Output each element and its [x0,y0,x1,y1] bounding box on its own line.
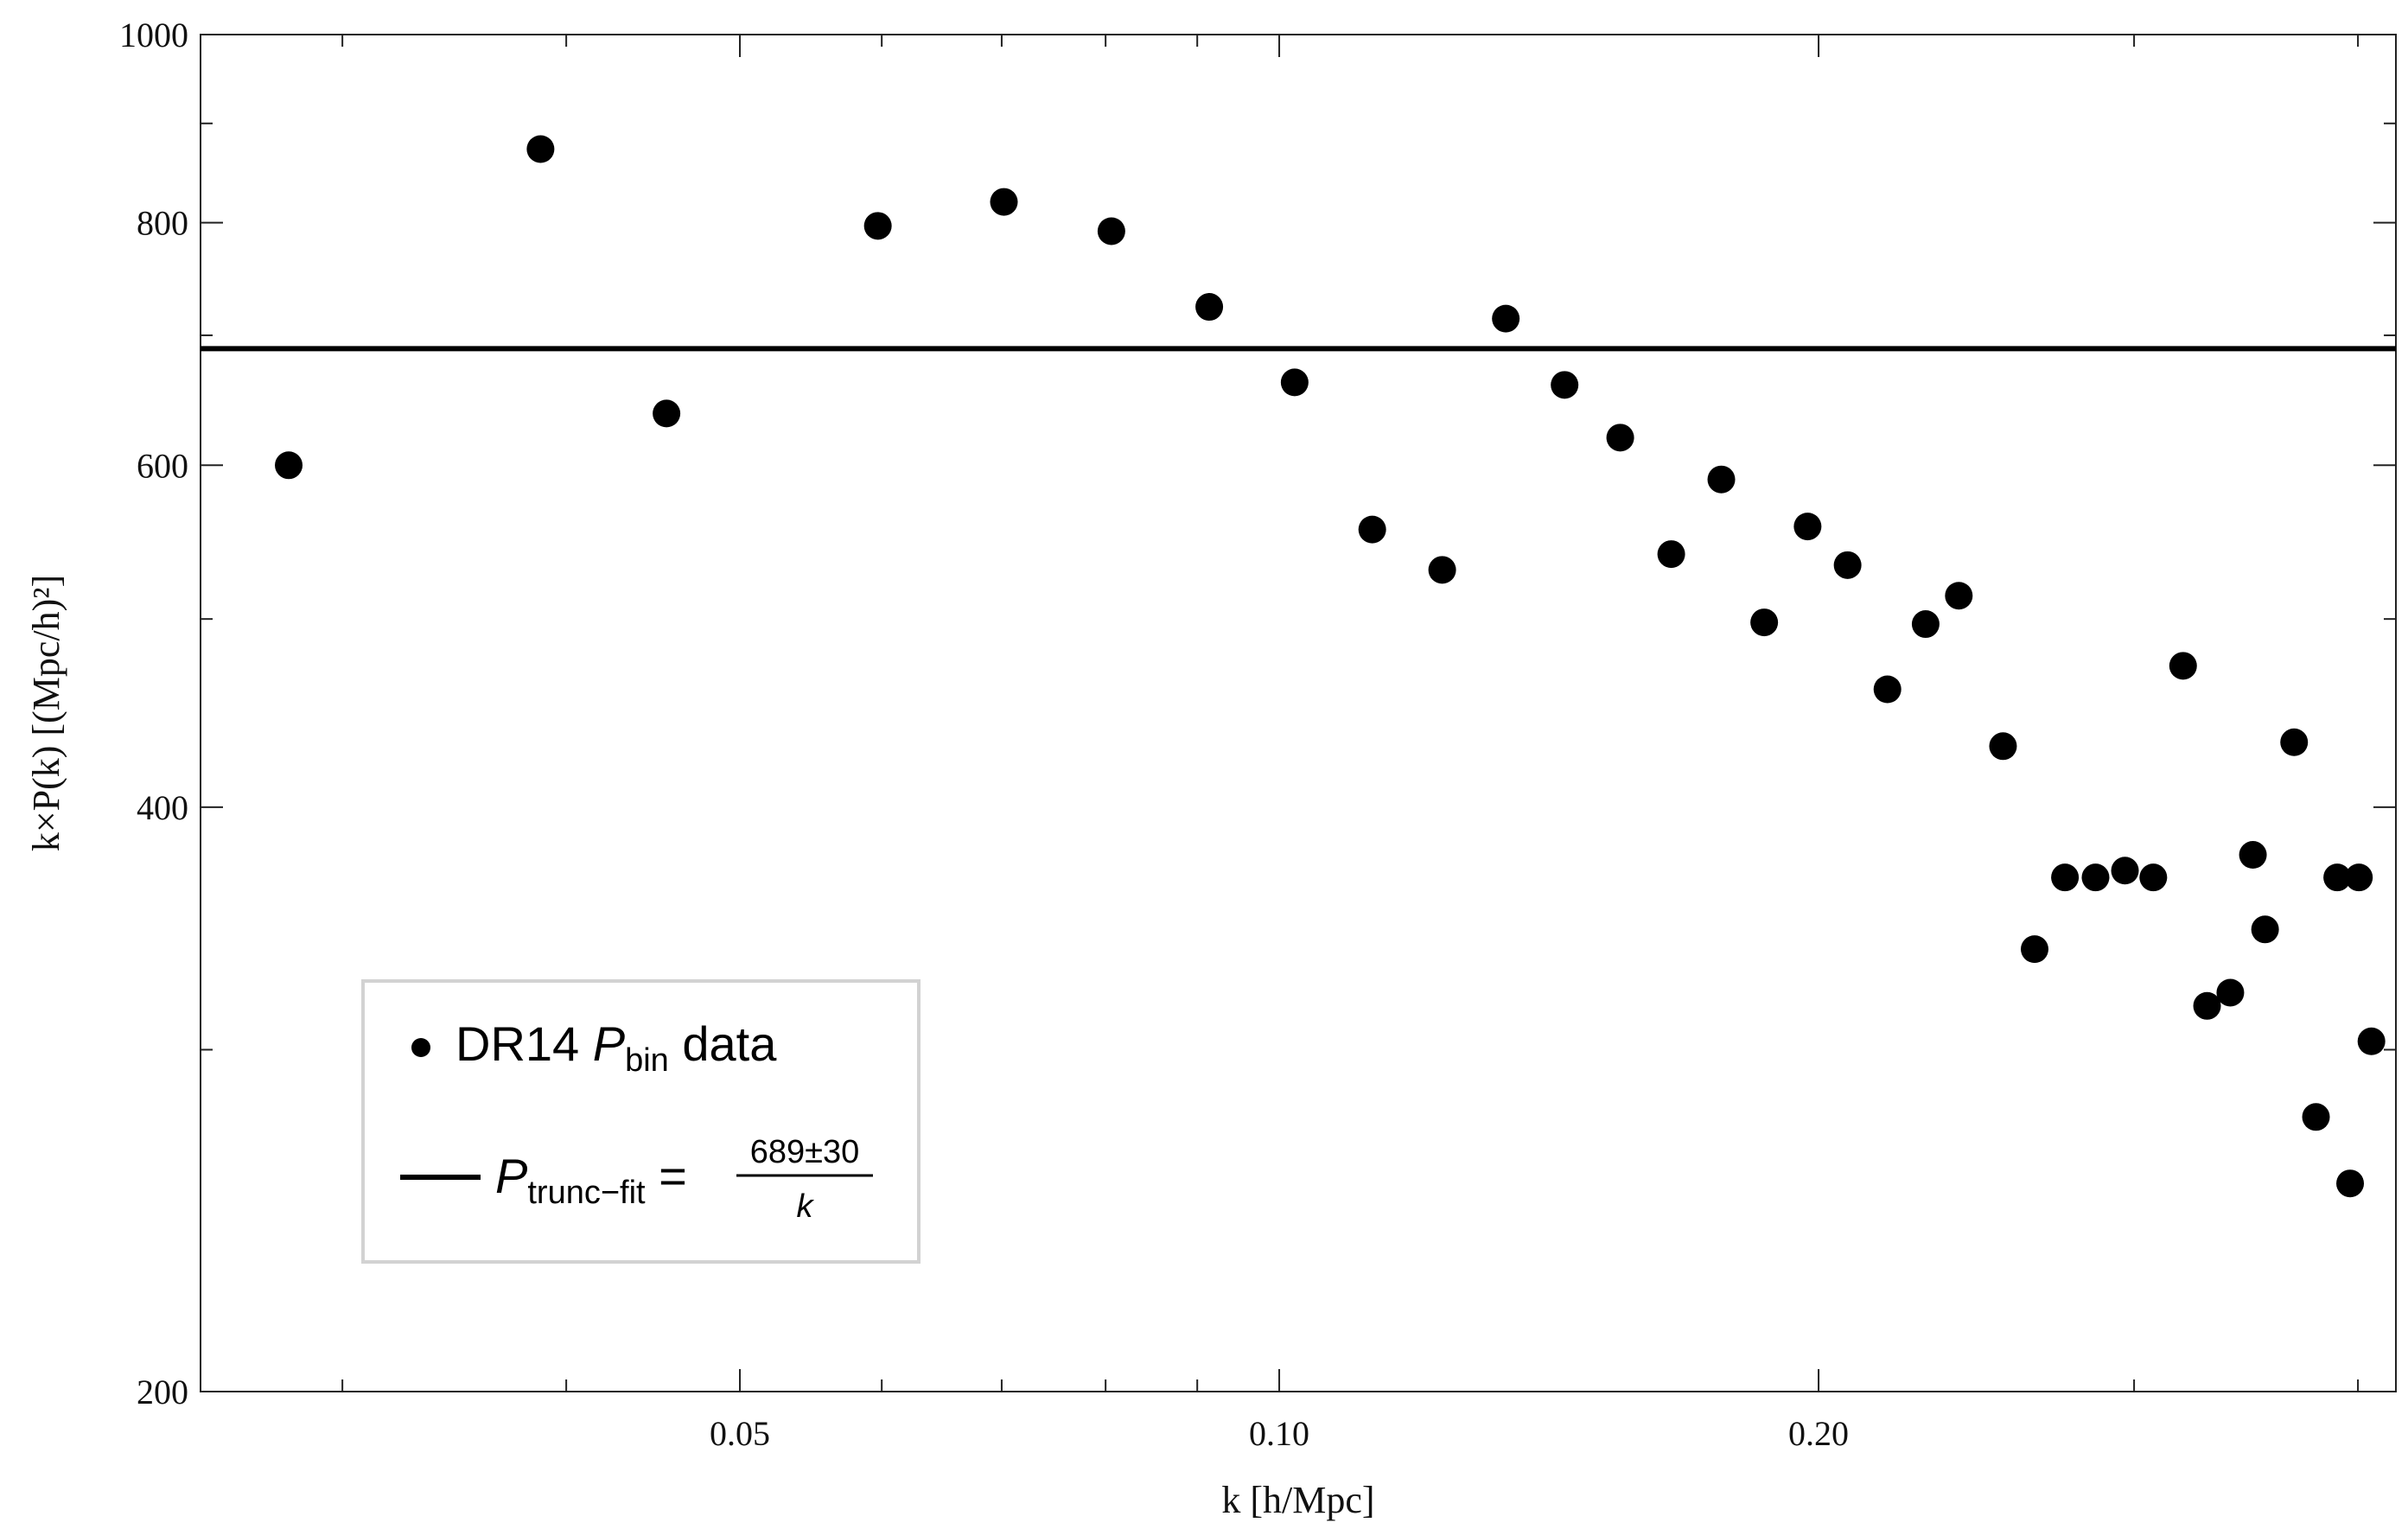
legend-symbol: P [593,1016,625,1071]
data-point [2111,857,2139,885]
legend-subscript: bin [625,1042,669,1079]
data-point [1492,304,1520,333]
data-point [1097,217,1125,245]
y-tick-label: 800 [137,204,188,243]
y-tick-label: 400 [137,788,188,827]
legend-box [361,979,921,1264]
data-point [2280,728,2309,756]
legend-symbol: P [495,1149,527,1203]
legend-text: data [669,1016,777,1071]
legend-fraction-numerator: 689±30 [750,1134,860,1170]
data-point [2239,841,2267,870]
y-tick-label: 1000 [119,16,188,54]
data-point [275,451,303,480]
data-point [2336,1169,2365,1198]
data-point [2345,863,2373,892]
data-point [653,399,681,428]
data-point [1707,465,1736,494]
legend-entry-fit: Ptrunc−fit = [495,1149,687,1211]
data-point [526,135,555,163]
data-point [1606,424,1634,452]
data-point [1793,513,1822,541]
data-point [2193,991,2221,1020]
legend-subscript: trunc−fit [527,1175,646,1211]
data-point [2216,978,2245,1007]
plot-frame [200,34,2397,1392]
data-point [2081,863,2110,892]
data-point [2302,1103,2330,1131]
axes [200,34,2397,1392]
data-point [2051,863,2080,892]
data-point [2139,863,2168,892]
x-axis-label: k [h/Mpc] [1221,1479,1374,1521]
data-point [1750,608,1779,637]
data-point [1873,675,1902,704]
data-point [1945,582,1973,610]
data-point [1989,732,2017,761]
y-tick-label: 200 [137,1373,188,1411]
data-point [1195,293,1224,322]
legend-fraction-denominator: k [797,1188,815,1225]
legend-marker-dot [411,1038,430,1057]
y-axis-label: k×P(k) [(Mpc/h)²] [25,575,67,851]
x-tick-label: 0.20 [1788,1414,1849,1453]
data-points [275,135,2386,1198]
data-point [863,212,892,240]
ticks [201,34,2396,1392]
data-point [2251,915,2279,944]
axis-labels: 0.05 0.10 0.20 200 400 600 800 1000 k [h/Mpc] k×P… [25,16,1849,1521]
data-point [1911,610,1940,639]
y-tick-label: 600 [137,446,188,485]
data-point [1657,540,1685,569]
data-point [1280,368,1309,397]
data-point [2169,652,2197,680]
data-point [1358,515,1386,544]
data-point [990,188,1018,216]
data-point [1428,556,1456,584]
data-point [1833,551,1862,579]
data-point [1551,371,1579,399]
data-point [2323,863,2352,892]
legend-entry-data: DR14 Pbin data [455,1016,777,1079]
data-point [2357,1027,2386,1055]
data-point [2021,935,2048,964]
legend-equals: = [646,1149,687,1203]
legend-text: DR14 [455,1016,593,1071]
x-tick-label: 0.05 [710,1414,770,1453]
x-tick-label: 0.10 [1249,1414,1309,1453]
